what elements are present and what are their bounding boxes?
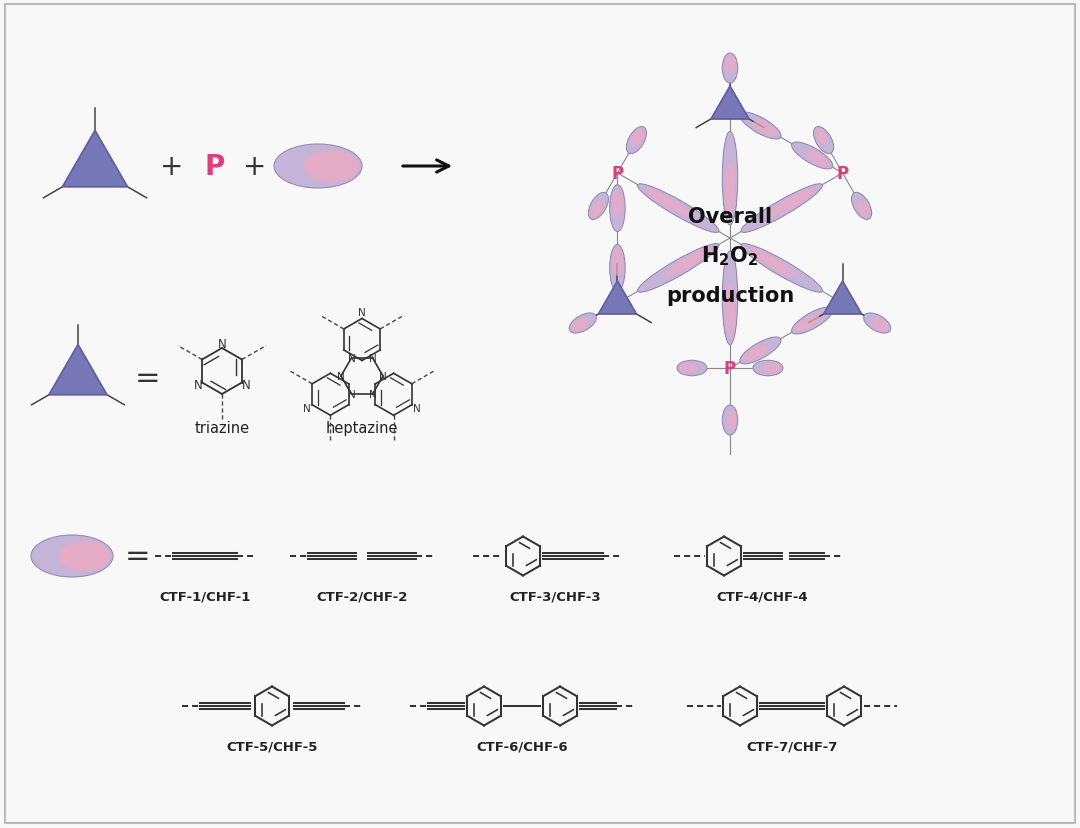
Ellipse shape xyxy=(805,151,829,167)
Text: CTF-6/CHF-6: CTF-6/CHF-6 xyxy=(476,739,568,753)
Ellipse shape xyxy=(591,202,603,218)
Ellipse shape xyxy=(723,132,738,226)
Ellipse shape xyxy=(274,145,362,189)
Ellipse shape xyxy=(612,190,622,217)
Ellipse shape xyxy=(727,411,737,431)
Ellipse shape xyxy=(753,361,783,376)
Ellipse shape xyxy=(571,320,588,331)
Ellipse shape xyxy=(626,128,647,155)
Text: CTF-5/CHF-5: CTF-5/CHF-5 xyxy=(227,739,318,753)
Ellipse shape xyxy=(748,248,796,277)
Ellipse shape xyxy=(677,361,707,376)
Ellipse shape xyxy=(740,113,781,140)
Ellipse shape xyxy=(813,128,834,155)
Ellipse shape xyxy=(741,244,823,293)
Text: N: N xyxy=(359,308,366,318)
Text: CTF-3/CHF-3: CTF-3/CHF-3 xyxy=(509,590,600,603)
Text: +: + xyxy=(243,153,267,181)
Ellipse shape xyxy=(664,248,712,277)
Ellipse shape xyxy=(612,249,622,277)
Ellipse shape xyxy=(858,202,869,218)
Text: N: N xyxy=(218,338,227,350)
Ellipse shape xyxy=(610,185,625,232)
Polygon shape xyxy=(711,87,750,120)
Text: Overall: Overall xyxy=(688,207,772,227)
Text: N: N xyxy=(337,372,345,382)
Polygon shape xyxy=(63,132,127,187)
Ellipse shape xyxy=(589,193,608,220)
Text: N: N xyxy=(193,378,203,392)
Text: =: = xyxy=(135,364,161,393)
Ellipse shape xyxy=(723,406,738,436)
Text: CTF-7/CHF-7: CTF-7/CHF-7 xyxy=(746,739,838,753)
Text: P: P xyxy=(724,359,737,378)
Text: N: N xyxy=(348,354,355,363)
Ellipse shape xyxy=(637,185,719,233)
Text: N: N xyxy=(368,354,376,363)
Text: triazine: triazine xyxy=(194,421,249,436)
Ellipse shape xyxy=(815,130,828,146)
Ellipse shape xyxy=(762,363,781,373)
Text: CTF-2/CHF-2: CTF-2/CHF-2 xyxy=(316,590,407,603)
Ellipse shape xyxy=(753,121,778,137)
Ellipse shape xyxy=(31,536,113,577)
Ellipse shape xyxy=(792,142,833,170)
Polygon shape xyxy=(49,345,107,395)
Ellipse shape xyxy=(768,189,815,218)
Ellipse shape xyxy=(873,320,888,331)
Ellipse shape xyxy=(723,252,738,345)
Ellipse shape xyxy=(569,314,596,334)
Text: P: P xyxy=(205,153,225,181)
Ellipse shape xyxy=(743,346,768,362)
Ellipse shape xyxy=(795,316,820,332)
Ellipse shape xyxy=(637,244,719,293)
Text: N: N xyxy=(348,390,355,400)
Ellipse shape xyxy=(864,314,891,334)
Ellipse shape xyxy=(792,308,833,335)
Text: production: production xyxy=(666,286,794,306)
Polygon shape xyxy=(598,282,636,315)
Text: N: N xyxy=(414,403,421,413)
Ellipse shape xyxy=(59,542,110,571)
Ellipse shape xyxy=(610,245,625,292)
Text: CTF-4/CHF-4: CTF-4/CHF-4 xyxy=(716,590,808,603)
Ellipse shape xyxy=(679,363,697,373)
Text: +: + xyxy=(160,153,184,181)
Ellipse shape xyxy=(645,189,692,218)
Text: CTF-1/CHF-1: CTF-1/CHF-1 xyxy=(160,590,251,603)
Text: P: P xyxy=(837,165,849,183)
Text: N: N xyxy=(368,390,376,400)
Text: P: P xyxy=(611,165,623,183)
Ellipse shape xyxy=(632,130,645,146)
Ellipse shape xyxy=(740,338,781,364)
Text: N: N xyxy=(242,378,251,392)
Ellipse shape xyxy=(741,185,823,233)
Ellipse shape xyxy=(725,282,735,337)
Ellipse shape xyxy=(303,151,359,183)
Polygon shape xyxy=(824,282,862,315)
Ellipse shape xyxy=(723,54,738,84)
Text: =: = xyxy=(125,542,151,570)
Ellipse shape xyxy=(725,56,735,74)
Text: N: N xyxy=(379,372,387,382)
Ellipse shape xyxy=(851,193,872,220)
Text: heptazine: heptazine xyxy=(326,421,399,436)
Text: N: N xyxy=(303,403,311,413)
Ellipse shape xyxy=(725,163,735,217)
Text: $\mathbf{H_2O_2}$: $\mathbf{H_2O_2}$ xyxy=(701,244,758,267)
